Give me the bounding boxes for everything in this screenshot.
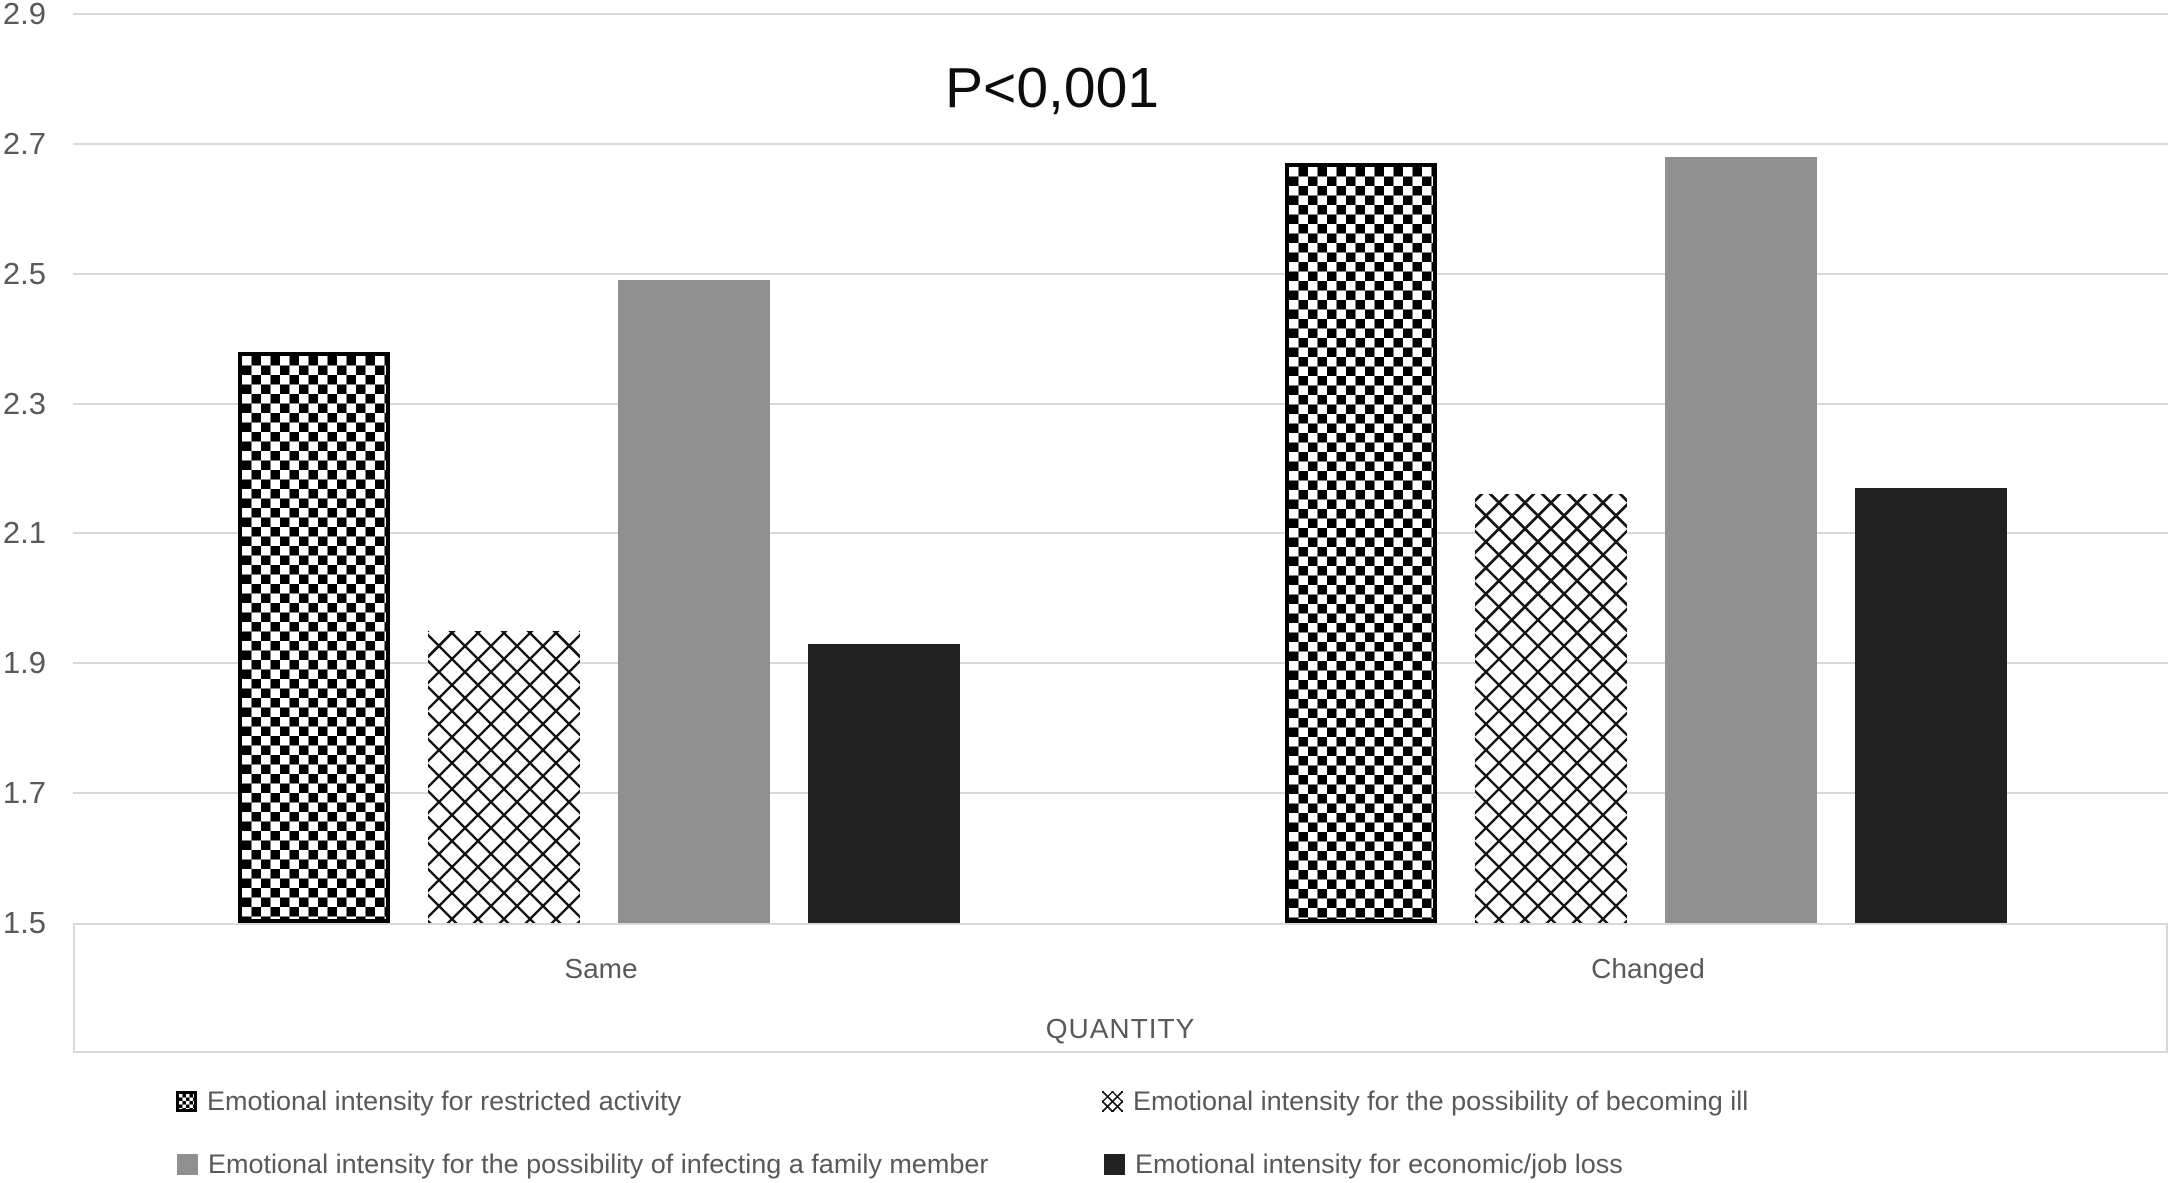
y-tick-label: 2.3 bbox=[2, 385, 46, 421]
x-axis-title: QUANTITY bbox=[1045, 1013, 1196, 1044]
chart-title: P<0,001 bbox=[945, 56, 1159, 120]
y-tick-label: 1.7 bbox=[2, 775, 46, 811]
bar-same-series-3 bbox=[618, 280, 770, 923]
y-tick-label: 2.5 bbox=[2, 255, 46, 291]
bar-same-series-2 bbox=[428, 630, 580, 923]
gridline bbox=[73, 13, 2168, 15]
bar-changed-series-3 bbox=[1665, 156, 1817, 923]
legend-item-3: Emotional intensity for the possibility … bbox=[177, 1148, 988, 1180]
y-tick-label: 2.7 bbox=[2, 125, 46, 161]
bar-changed-series-2 bbox=[1475, 494, 1627, 923]
bar-same-series-1 bbox=[238, 351, 390, 923]
bar-changed-series-1 bbox=[1285, 163, 1437, 923]
y-tick-label: 1.9 bbox=[2, 645, 46, 681]
gridline bbox=[73, 532, 2168, 535]
gridline bbox=[73, 662, 2168, 665]
legend-item-4: Emotional intensity for economic/job los… bbox=[1104, 1148, 1623, 1180]
legend-label: Emotional intensity for restricted activ… bbox=[207, 1086, 682, 1116]
legend-swatch-gray-icon bbox=[177, 1153, 198, 1175]
gridline bbox=[73, 142, 2168, 145]
legend-item-2: Emotional intensity for the possibility … bbox=[1102, 1085, 1748, 1117]
bar-same-series-4 bbox=[808, 643, 960, 923]
y-tick-label: 2.9 bbox=[2, 0, 46, 31]
x-axis-box: Same Changed QUANTITY bbox=[73, 923, 2168, 1053]
legend-item-1: Emotional intensity for restricted activ… bbox=[176, 1085, 681, 1117]
bar-changed-series-4 bbox=[1855, 487, 2007, 923]
legend-swatch-checker-icon bbox=[176, 1090, 197, 1112]
y-tick-label: 2.1 bbox=[2, 515, 46, 551]
gridline bbox=[73, 402, 2168, 405]
gridline bbox=[73, 272, 2168, 275]
y-tick-label: 1.5 bbox=[2, 905, 46, 940]
legend-swatch-black-icon bbox=[1104, 1153, 1125, 1175]
legend-label: Emotional intensity for economic/job los… bbox=[1135, 1149, 1623, 1179]
legend-label: Emotional intensity for the possibility … bbox=[1133, 1086, 1749, 1116]
legend-swatch-cross-icon bbox=[1102, 1090, 1123, 1112]
legend-label: Emotional intensity for the possibility … bbox=[208, 1149, 989, 1179]
gridline bbox=[73, 792, 2168, 795]
category-label-changed: Changed bbox=[1591, 953, 1705, 984]
category-label-same: Same bbox=[564, 953, 638, 984]
